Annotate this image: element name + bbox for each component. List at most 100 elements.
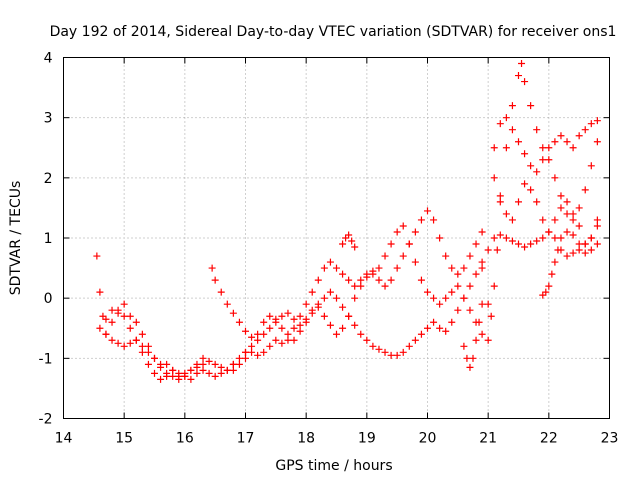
data-point	[260, 330, 268, 338]
x-tick-label: 15	[115, 431, 133, 447]
data-point	[339, 303, 347, 311]
data-point	[132, 318, 140, 326]
data-point	[242, 348, 249, 356]
data-point	[333, 294, 340, 302]
x-tick-label: 14	[55, 431, 73, 447]
data-point	[430, 318, 438, 326]
y-tick-label: 3	[44, 111, 53, 127]
data-point	[593, 117, 601, 125]
y-tick-label: 2	[44, 171, 53, 187]
data-point	[581, 186, 589, 194]
y-tick-label: -1	[39, 351, 53, 367]
data-point	[581, 126, 589, 134]
data-point	[211, 372, 219, 380]
data-point	[575, 246, 583, 254]
data-point	[108, 306, 116, 314]
data-point	[351, 321, 359, 329]
data-point	[248, 348, 256, 356]
data-point	[417, 216, 425, 224]
data-point	[545, 228, 553, 236]
data-point	[502, 114, 510, 122]
data-point	[235, 360, 243, 368]
data-point	[442, 252, 450, 260]
data-point	[333, 330, 340, 338]
data-point	[290, 336, 298, 344]
data-point	[175, 375, 183, 383]
data-point	[326, 258, 334, 266]
x-axis-label: GPS time / hours	[275, 458, 392, 474]
data-point	[284, 336, 292, 344]
data-point	[554, 246, 562, 254]
data-point	[357, 330, 365, 338]
data-point	[527, 162, 535, 170]
data-point	[551, 234, 559, 242]
data-point	[151, 354, 158, 362]
data-point	[575, 222, 583, 230]
data-point	[120, 312, 128, 320]
x-tick-label: 16	[176, 431, 194, 447]
data-point	[138, 330, 146, 338]
data-point	[496, 120, 504, 128]
data-point	[387, 240, 395, 248]
data-point	[484, 246, 492, 254]
data-points	[93, 60, 601, 383]
data-point	[126, 312, 134, 320]
data-point	[242, 354, 249, 362]
data-point	[475, 318, 483, 326]
data-point	[296, 327, 304, 335]
data-point	[548, 270, 556, 278]
data-point	[545, 144, 553, 152]
data-point	[326, 288, 334, 296]
data-point	[575, 240, 583, 248]
data-point	[348, 237, 356, 245]
data-point	[417, 276, 425, 284]
data-point	[436, 300, 444, 308]
data-point	[308, 309, 316, 317]
data-point	[563, 252, 571, 260]
data-point	[102, 330, 110, 338]
data-point	[217, 288, 225, 296]
data-point	[217, 363, 225, 371]
data-point	[545, 282, 553, 290]
data-point	[342, 234, 350, 242]
data-point	[284, 330, 292, 338]
data-point	[93, 252, 101, 260]
data-point	[551, 258, 559, 266]
data-point	[375, 276, 383, 284]
data-point	[508, 237, 516, 245]
data-point	[229, 360, 237, 368]
data-point	[169, 366, 177, 374]
data-point	[254, 351, 262, 359]
data-point	[126, 324, 134, 332]
data-point	[424, 288, 431, 296]
data-point	[539, 234, 547, 242]
data-point	[375, 345, 383, 353]
data-point	[339, 324, 347, 332]
data-point	[333, 264, 340, 272]
data-point	[393, 264, 401, 272]
data-point	[551, 174, 559, 182]
data-point	[399, 222, 407, 230]
y-axis-ticks: -2 -1 0 1 2 3 4	[39, 51, 610, 428]
data-point	[515, 138, 522, 146]
data-point	[357, 276, 365, 284]
data-point	[314, 303, 322, 311]
data-point	[187, 375, 195, 383]
data-point	[199, 366, 207, 374]
data-point	[539, 291, 547, 299]
data-point	[448, 318, 456, 326]
data-point	[539, 156, 547, 164]
data-point	[351, 282, 359, 290]
data-point	[138, 348, 146, 356]
data-point	[99, 312, 107, 320]
data-point	[542, 288, 550, 296]
data-point	[469, 354, 477, 362]
data-point	[593, 222, 601, 230]
data-point	[138, 342, 146, 350]
data-point	[442, 327, 450, 335]
data-point	[369, 270, 377, 278]
data-point	[144, 360, 152, 368]
data-point	[587, 162, 595, 170]
data-point	[515, 198, 522, 206]
data-point	[345, 231, 353, 239]
